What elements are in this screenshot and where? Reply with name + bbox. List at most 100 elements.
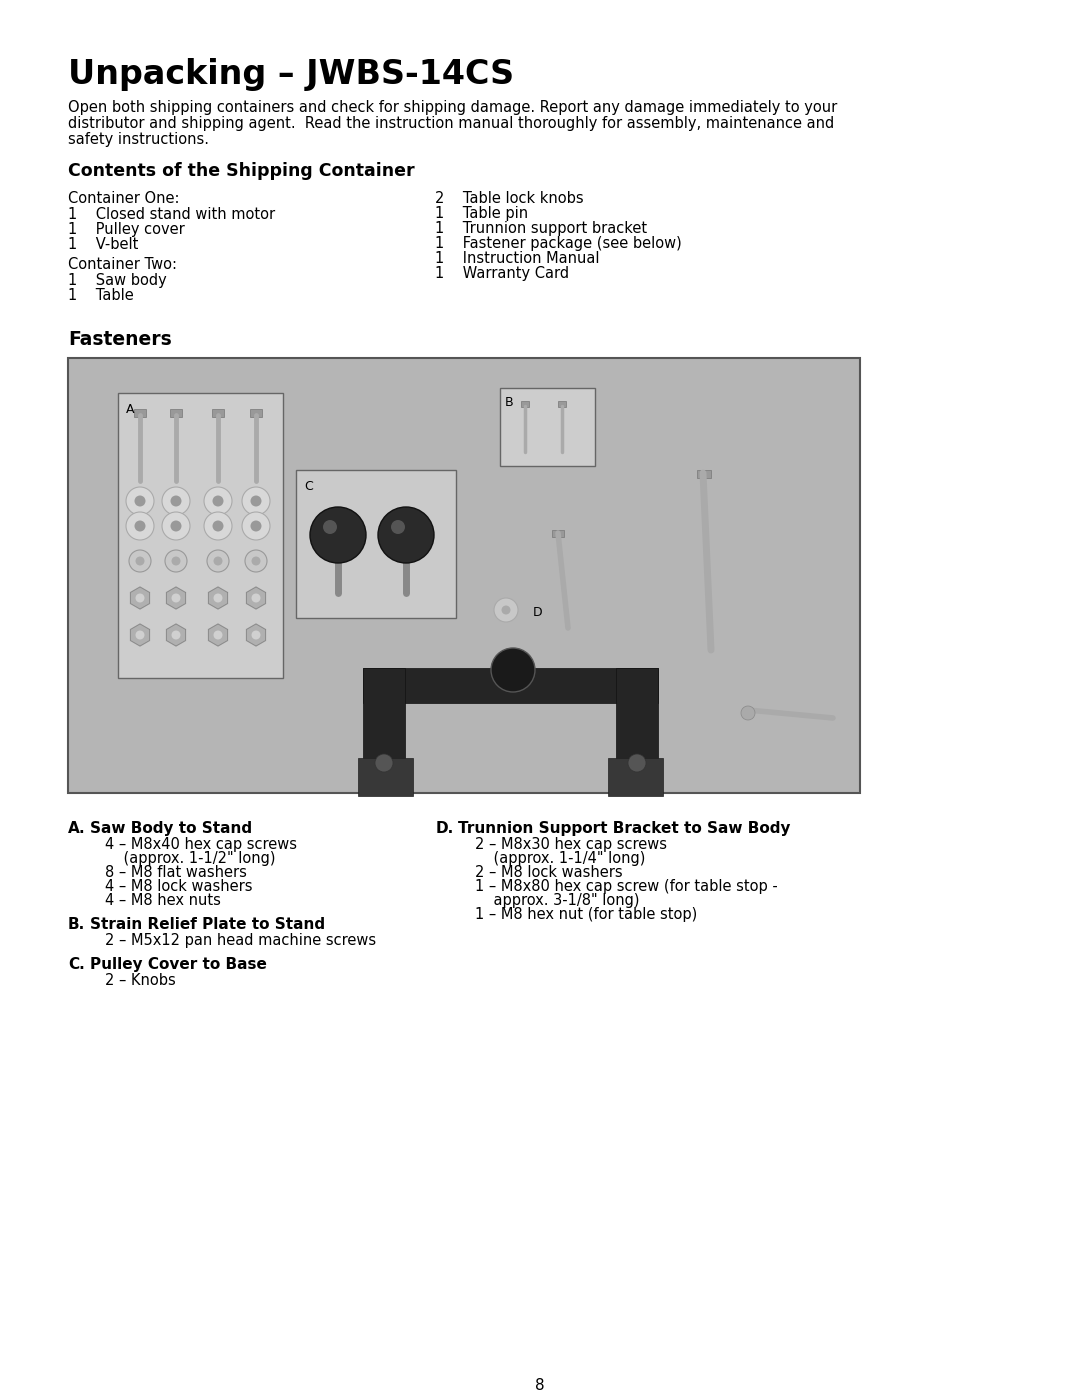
Polygon shape	[166, 624, 186, 645]
Text: 2 – M8x30 hex cap screws: 2 – M8x30 hex cap screws	[475, 837, 667, 852]
Circle shape	[252, 630, 260, 640]
Polygon shape	[246, 587, 266, 609]
Bar	[249, 409, 262, 416]
Text: 4 – M8 lock washers: 4 – M8 lock washers	[105, 879, 253, 894]
Circle shape	[213, 521, 224, 531]
Circle shape	[172, 556, 180, 566]
Circle shape	[214, 556, 222, 566]
Bar	[558, 401, 566, 407]
Circle shape	[207, 550, 229, 571]
Text: 1    Trunnion support bracket: 1 Trunnion support bracket	[435, 221, 647, 236]
Circle shape	[378, 507, 434, 563]
Text: distributor and shipping agent.  Read the instruction manual thoroughly for asse: distributor and shipping agent. Read the…	[68, 116, 834, 131]
Bar	[500, 388, 595, 467]
Text: 8 – M8 flat washers: 8 – M8 flat washers	[105, 865, 247, 880]
Text: approx. 3-1/8" long): approx. 3-1/8" long)	[475, 893, 639, 908]
Circle shape	[126, 488, 154, 515]
Circle shape	[214, 630, 222, 640]
Circle shape	[251, 521, 261, 531]
Polygon shape	[208, 587, 228, 609]
Circle shape	[491, 648, 535, 692]
Text: 2 – M5x12 pan head machine screws: 2 – M5x12 pan head machine screws	[105, 933, 376, 949]
Bar	[521, 401, 529, 407]
Text: A.: A.	[68, 821, 85, 835]
Circle shape	[172, 594, 180, 602]
Polygon shape	[166, 587, 186, 609]
Polygon shape	[131, 624, 149, 645]
Bar	[296, 469, 456, 617]
Text: D: D	[534, 606, 542, 619]
Text: (approx. 1-1/2" long): (approx. 1-1/2" long)	[105, 851, 275, 866]
Bar	[552, 529, 564, 536]
Circle shape	[165, 550, 187, 571]
Circle shape	[204, 488, 232, 515]
Circle shape	[242, 511, 270, 541]
Circle shape	[323, 520, 337, 534]
Circle shape	[171, 496, 181, 507]
Polygon shape	[208, 624, 228, 645]
Text: 4 – M8x40 hex cap screws: 4 – M8x40 hex cap screws	[105, 837, 297, 852]
Text: B: B	[505, 395, 514, 409]
Text: Container Two:: Container Two:	[68, 257, 177, 272]
Bar	[134, 409, 146, 416]
Circle shape	[213, 496, 224, 507]
Text: Contents of the Shipping Container: Contents of the Shipping Container	[68, 162, 415, 180]
Bar	[68, 358, 860, 793]
Text: Saw Body to Stand: Saw Body to Stand	[90, 821, 252, 835]
Circle shape	[252, 556, 260, 566]
Text: C: C	[303, 481, 313, 493]
Circle shape	[162, 511, 190, 541]
Circle shape	[214, 594, 222, 602]
Text: 1    Fastener package (see below): 1 Fastener package (see below)	[435, 236, 681, 251]
Text: 1    Warranty Card: 1 Warranty Card	[435, 265, 569, 281]
Text: Trunnion Support Bracket to Saw Body: Trunnion Support Bracket to Saw Body	[458, 821, 791, 835]
Text: 8: 8	[536, 1377, 544, 1393]
Circle shape	[242, 488, 270, 515]
Circle shape	[391, 520, 405, 534]
Text: D.: D.	[436, 821, 455, 835]
Text: safety instructions.: safety instructions.	[68, 131, 210, 147]
Circle shape	[627, 754, 646, 773]
Polygon shape	[131, 587, 149, 609]
Bar	[608, 759, 663, 796]
Bar	[170, 409, 183, 416]
Circle shape	[162, 488, 190, 515]
Bar	[212, 409, 224, 416]
Text: (approx. 1-1/4" long): (approx. 1-1/4" long)	[475, 851, 646, 866]
Circle shape	[135, 521, 146, 531]
Text: Unpacking – JWBS-14CS: Unpacking – JWBS-14CS	[68, 59, 514, 91]
Circle shape	[135, 496, 146, 507]
Text: Fasteners: Fasteners	[68, 330, 172, 349]
Bar	[697, 469, 711, 478]
Circle shape	[135, 594, 145, 602]
Text: Open both shipping containers and check for shipping damage. Report any damage i: Open both shipping containers and check …	[68, 101, 837, 115]
Bar	[363, 668, 405, 782]
Circle shape	[172, 630, 180, 640]
Circle shape	[204, 511, 232, 541]
Text: A: A	[126, 402, 135, 416]
Text: 1    V-belt: 1 V-belt	[68, 237, 138, 251]
Circle shape	[126, 511, 154, 541]
Circle shape	[375, 754, 393, 773]
Circle shape	[252, 594, 260, 602]
Text: 1    Saw body: 1 Saw body	[68, 272, 166, 288]
Circle shape	[251, 496, 261, 507]
Circle shape	[245, 550, 267, 571]
Circle shape	[310, 507, 366, 563]
Text: 2    Table lock knobs: 2 Table lock knobs	[435, 191, 583, 205]
Text: 1    Instruction Manual: 1 Instruction Manual	[435, 251, 599, 265]
Text: 2 – Knobs: 2 – Knobs	[105, 972, 176, 988]
Text: 4 – M8 hex nuts: 4 – M8 hex nuts	[105, 893, 221, 908]
Text: 1    Pulley cover: 1 Pulley cover	[68, 222, 185, 237]
Bar	[616, 668, 658, 782]
Text: Container One:: Container One:	[68, 191, 179, 205]
Bar	[118, 393, 283, 678]
Text: 1 – M8x80 hex cap screw (for table stop -: 1 – M8x80 hex cap screw (for table stop …	[475, 879, 778, 894]
Circle shape	[135, 630, 145, 640]
Bar	[357, 759, 413, 796]
Circle shape	[171, 521, 181, 531]
Circle shape	[501, 605, 511, 615]
Circle shape	[129, 550, 151, 571]
Text: 1    Table pin: 1 Table pin	[435, 205, 528, 221]
Text: 1    Closed stand with motor: 1 Closed stand with motor	[68, 207, 275, 222]
